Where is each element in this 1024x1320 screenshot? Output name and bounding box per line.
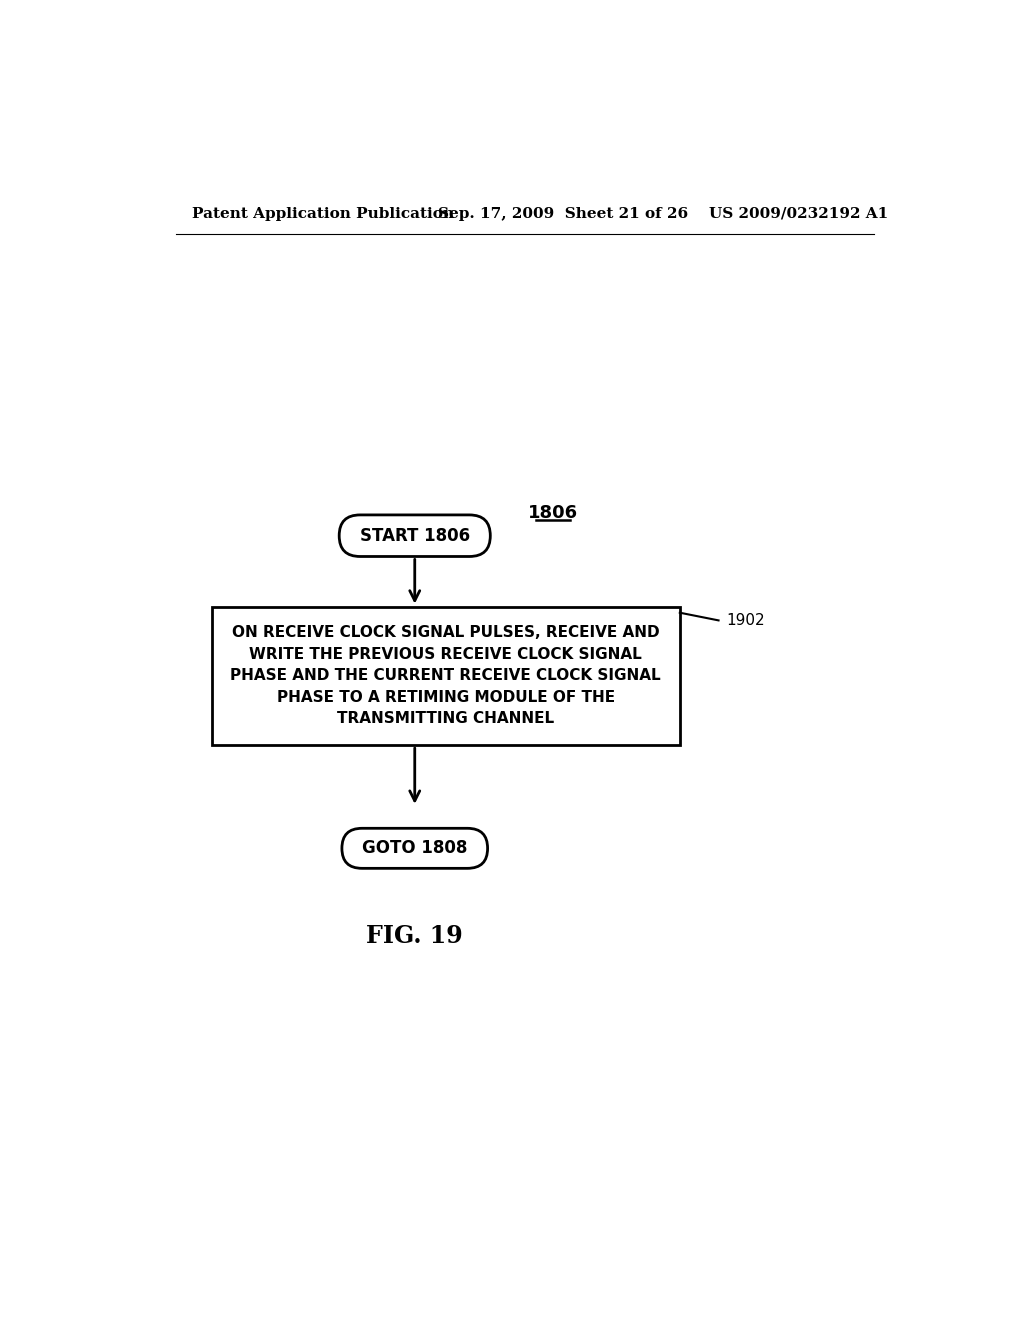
Text: GOTO 1808: GOTO 1808 [362,840,467,857]
FancyBboxPatch shape [339,515,490,557]
Text: WRITE THE PREVIOUS RECEIVE CLOCK SIGNAL: WRITE THE PREVIOUS RECEIVE CLOCK SIGNAL [250,647,642,661]
Text: PHASE AND THE CURRENT RECEIVE CLOCK SIGNAL: PHASE AND THE CURRENT RECEIVE CLOCK SIGN… [230,668,662,684]
Text: US 2009/0232192 A1: US 2009/0232192 A1 [710,207,889,220]
Text: Patent Application Publication: Patent Application Publication [191,207,454,220]
Text: 1902: 1902 [726,612,765,628]
Text: START 1806: START 1806 [359,527,470,545]
Text: ON RECEIVE CLOCK SIGNAL PULSES, RECEIVE AND: ON RECEIVE CLOCK SIGNAL PULSES, RECEIVE … [232,626,659,640]
FancyBboxPatch shape [342,829,487,869]
Text: PHASE TO A RETIMING MODULE OF THE: PHASE TO A RETIMING MODULE OF THE [276,690,614,705]
Text: TRANSMITTING CHANNEL: TRANSMITTING CHANNEL [337,711,554,726]
FancyBboxPatch shape [212,607,680,744]
Text: 1806: 1806 [527,504,578,521]
Text: Sep. 17, 2009  Sheet 21 of 26: Sep. 17, 2009 Sheet 21 of 26 [438,207,688,220]
Text: FIG. 19: FIG. 19 [367,924,463,948]
